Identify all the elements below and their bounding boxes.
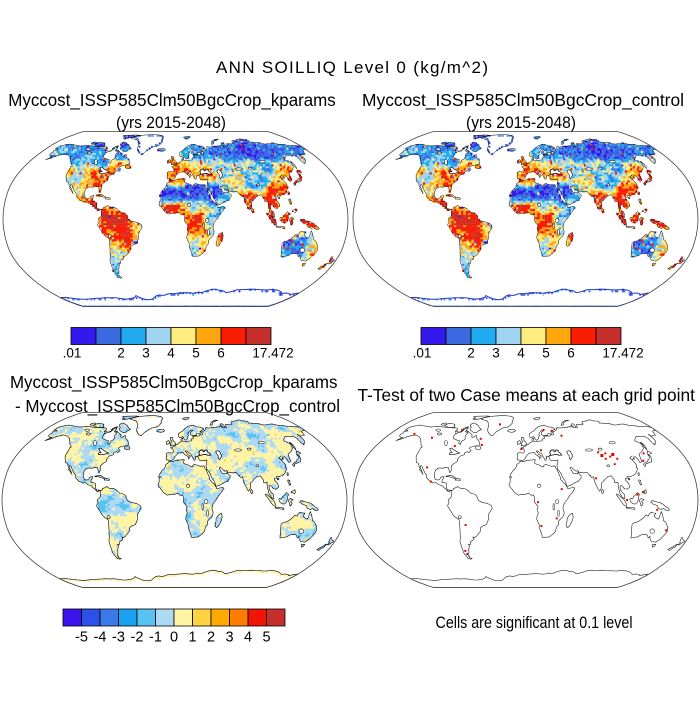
svg-text:Myccost_ISSP585Clm50BgcCrop_kp: Myccost_ISSP585Clm50BgcCrop_kparams	[8, 90, 336, 111]
svg-text:0: 0	[170, 630, 178, 646]
svg-text:(yrs 2015-2048): (yrs 2015-2048)	[466, 114, 576, 132]
svg-text:17.472: 17.472	[252, 346, 293, 361]
svg-text:17.472: 17.472	[602, 346, 643, 361]
svg-text:(yrs 2015-2048): (yrs 2015-2048)	[116, 114, 226, 132]
svg-text:2: 2	[117, 346, 125, 361]
svg-text:4: 4	[244, 630, 252, 646]
svg-text:ANN SOILLIQ Level 0 (kg/m^2): ANN SOILLIQ Level 0 (kg/m^2)	[216, 58, 488, 77]
svg-text:5: 5	[542, 346, 550, 361]
svg-text:5: 5	[262, 630, 270, 646]
svg-text:2: 2	[467, 346, 475, 361]
svg-text:3: 3	[142, 346, 150, 361]
svg-text:-1: -1	[149, 630, 162, 646]
svg-text:5: 5	[192, 346, 200, 361]
svg-text:2: 2	[207, 630, 215, 646]
svg-text:.01: .01	[63, 346, 82, 361]
svg-text:T-Test of two Case means at ea: T-Test of two Case means at each grid po…	[357, 385, 695, 405]
svg-text:-5: -5	[75, 630, 88, 646]
svg-text:-3: -3	[112, 630, 125, 646]
svg-text:- Myccost_ISSP585Clm50BgcCrop_: - Myccost_ISSP585Clm50BgcCrop_control	[15, 396, 340, 417]
svg-text:4: 4	[517, 346, 525, 361]
svg-text:Myccost_ISSP585Clm50BgcCrop_co: Myccost_ISSP585Clm50BgcCrop_control	[362, 90, 684, 111]
svg-text:6: 6	[217, 346, 225, 361]
svg-text:-4: -4	[94, 630, 107, 646]
svg-text:4: 4	[167, 346, 175, 361]
svg-text:1: 1	[188, 630, 196, 646]
svg-text:3: 3	[492, 346, 500, 361]
svg-text:6: 6	[567, 346, 575, 361]
svg-text:Myccost_ISSP585Clm50BgcCrop_kp: Myccost_ISSP585Clm50BgcCrop_kparams	[10, 372, 338, 393]
svg-text:Cells are significant at 0.1 l: Cells are significant at 0.1 level	[436, 613, 633, 632]
svg-text:3: 3	[225, 630, 233, 646]
svg-text:-2: -2	[131, 630, 144, 646]
svg-text:.01: .01	[413, 346, 432, 361]
